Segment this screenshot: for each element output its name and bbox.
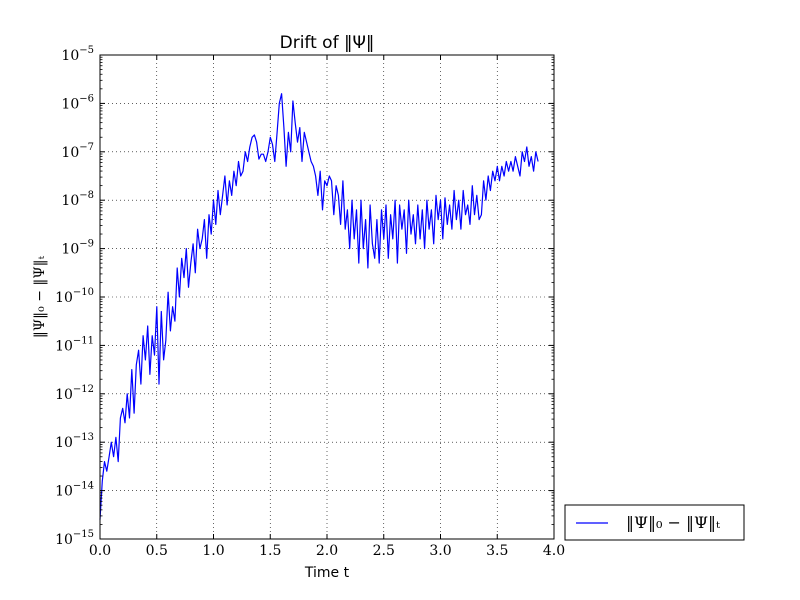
y-tick-label: 10−7 bbox=[61, 142, 94, 161]
y-tick-label: 10−5 bbox=[61, 45, 94, 64]
y-tick-label: 10−14 bbox=[55, 481, 94, 500]
x-axis-label: Time t bbox=[304, 565, 350, 581]
x-tick-label: 3.0 bbox=[429, 543, 451, 559]
y-tick-label: 10−10 bbox=[55, 287, 94, 306]
y-tick-label: 10−8 bbox=[61, 190, 94, 209]
y-tick-label: 10−13 bbox=[55, 432, 94, 451]
y-tick-label: 10−12 bbox=[55, 384, 94, 403]
x-tick-label: 2.5 bbox=[373, 543, 395, 559]
series-layer bbox=[99, 93, 539, 520]
x-tick-label: 4.0 bbox=[543, 543, 565, 559]
x-tick-label: 0.5 bbox=[146, 543, 168, 559]
y-tick-label: 10−6 bbox=[61, 93, 94, 112]
chart-title: Drift of ‖Ψ‖ bbox=[280, 33, 375, 53]
x-tick-label: 1.0 bbox=[202, 543, 224, 559]
x-tick-label: 1.5 bbox=[259, 543, 281, 559]
legend: ‖Ψ‖₀ − ‖Ψ‖ₜ bbox=[564, 504, 745, 541]
y-tick-label: 10−15 bbox=[55, 529, 94, 548]
y-axis-label: ‖Ψ‖₀ − ‖Ψ‖ₜ bbox=[32, 255, 48, 338]
axis-ticks: 0.0 0.5 1.0 1.5 2.0 2.5 3.0 3.5 4.0 10−15 10−14 10−… bbox=[55, 45, 565, 559]
x-tick-label: 3.5 bbox=[486, 543, 508, 559]
series-line-0 bbox=[99, 93, 539, 520]
y-tick-label: 10−9 bbox=[61, 239, 94, 258]
x-tick-label: 0.0 bbox=[89, 543, 111, 559]
x-tick-label: 2.0 bbox=[316, 543, 338, 559]
legend-label: ‖Ψ‖₀ − ‖Ψ‖ₜ bbox=[626, 513, 720, 532]
y-tick-label: 10−11 bbox=[55, 335, 94, 354]
